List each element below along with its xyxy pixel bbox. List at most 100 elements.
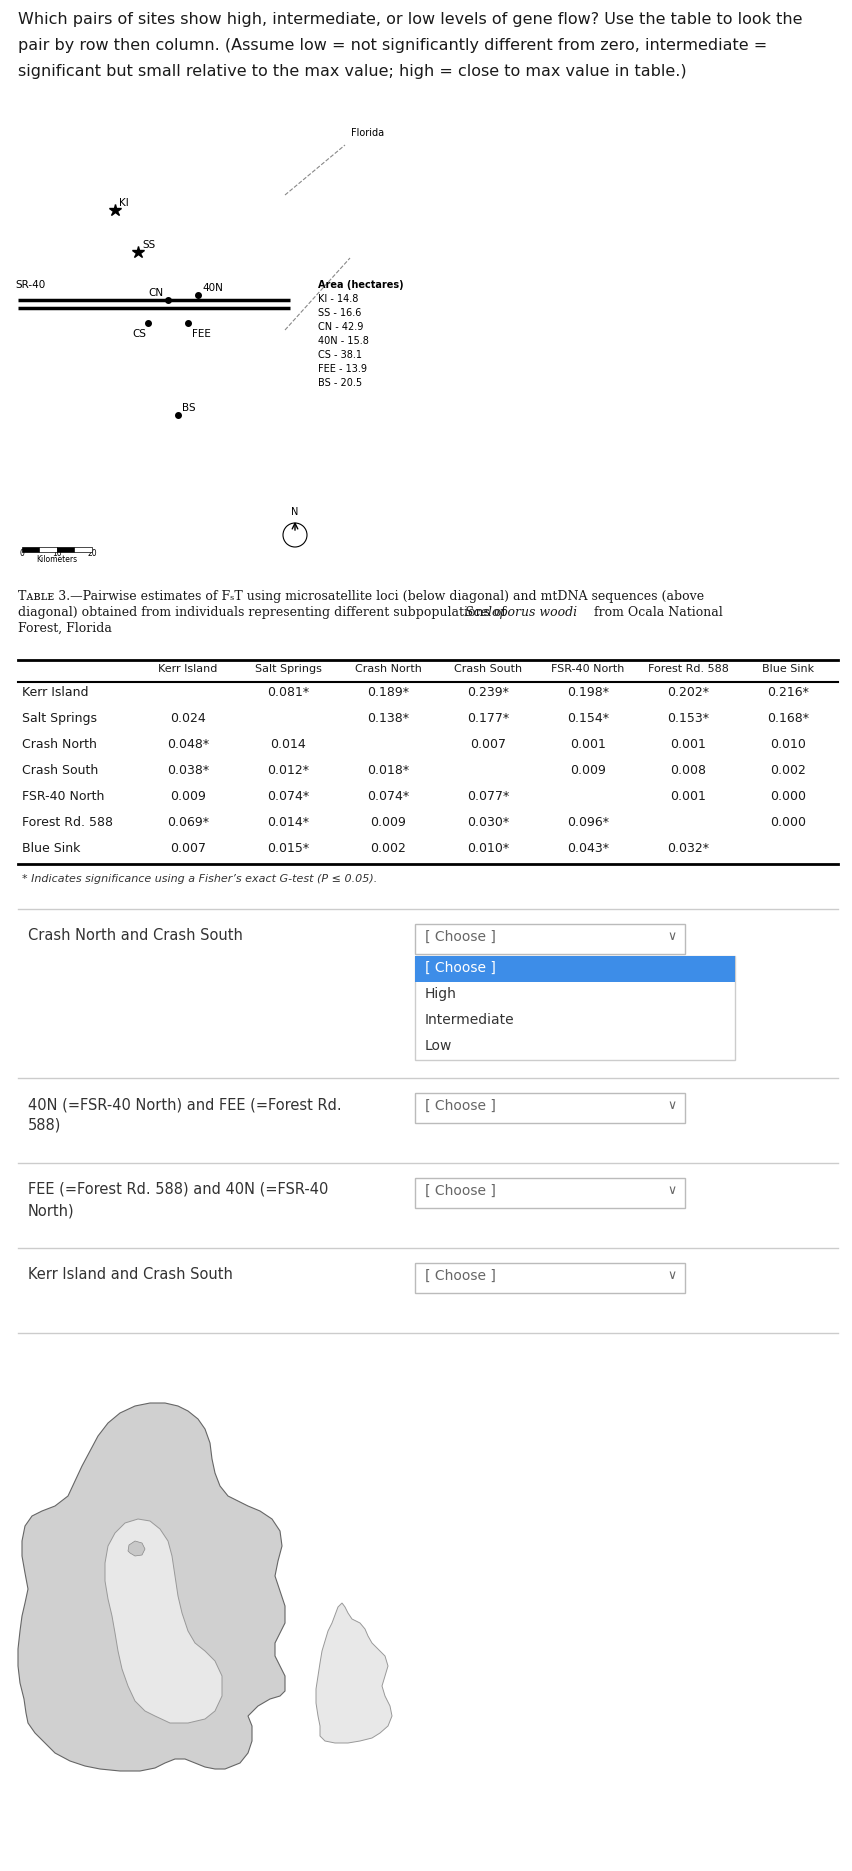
Text: Forest, Florida: Forest, Florida (18, 621, 112, 634)
Text: 0.189*: 0.189* (366, 687, 408, 700)
FancyBboxPatch shape (415, 1179, 684, 1209)
Polygon shape (315, 1603, 392, 1744)
Text: 0.001: 0.001 (670, 790, 705, 803)
Text: 0.154*: 0.154* (567, 713, 608, 724)
Text: significant but small relative to the max value; high = close to max value in ta: significant but small relative to the ma… (18, 64, 686, 79)
Text: Forest Rd. 588: Forest Rd. 588 (22, 816, 112, 829)
Polygon shape (18, 1403, 285, 1772)
FancyBboxPatch shape (415, 924, 684, 954)
Text: 0.014: 0.014 (270, 737, 306, 750)
Text: 0.168*: 0.168* (766, 713, 808, 724)
Text: [ Choose ]: [ Choose ] (424, 962, 495, 975)
Text: 0.010: 0.010 (769, 737, 805, 750)
Text: CN: CN (149, 288, 164, 297)
Text: FEE (=Forest Rd. 588) and 40N (=FSR-40
North): FEE (=Forest Rd. 588) and 40N (=FSR-40 N… (28, 1182, 328, 1218)
FancyBboxPatch shape (415, 956, 734, 982)
Text: 0.077*: 0.077* (466, 790, 509, 803)
Text: FEE: FEE (192, 329, 210, 339)
Text: Kerr Island: Kerr Island (158, 664, 217, 674)
Text: 0.000: 0.000 (769, 790, 805, 803)
Text: Crash North: Crash North (22, 737, 97, 750)
FancyBboxPatch shape (415, 1093, 684, 1123)
Text: 0.018*: 0.018* (366, 763, 409, 776)
Text: 0.074*: 0.074* (366, 790, 409, 803)
Text: 20: 20 (87, 548, 96, 558)
Text: 0.007: 0.007 (469, 737, 505, 750)
Text: 0.002: 0.002 (769, 763, 805, 776)
Text: N: N (291, 507, 298, 516)
Text: CS: CS (132, 329, 146, 339)
Polygon shape (105, 1519, 222, 1723)
Text: FSR-40 North: FSR-40 North (22, 790, 104, 803)
Text: Tᴀʙʟᴇ 3.—Pairwise estimates of FₛT using microsatellite loci (below diagonal) an: Tᴀʙʟᴇ 3.—Pairwise estimates of FₛT using… (18, 589, 703, 602)
Text: 0.009: 0.009 (170, 790, 205, 803)
Text: Sceloporus woodi: Sceloporus woodi (464, 606, 577, 619)
Text: FEE - 13.9: FEE - 13.9 (318, 365, 366, 374)
Text: 0.012*: 0.012* (267, 763, 308, 776)
Text: 0.002: 0.002 (370, 842, 406, 855)
Text: 0.069*: 0.069* (167, 816, 209, 829)
Text: CS - 38.1: CS - 38.1 (318, 350, 361, 359)
Text: * Indicates significance using a Fisher’s exact G-test (P ≤ 0.05).: * Indicates significance using a Fisher’… (22, 874, 377, 883)
Text: SR-40: SR-40 (15, 281, 45, 290)
Text: ∨: ∨ (666, 1269, 676, 1282)
Text: FSR-40 North: FSR-40 North (550, 664, 624, 674)
Text: 0.032*: 0.032* (666, 842, 708, 855)
Text: 0.239*: 0.239* (467, 687, 509, 700)
FancyBboxPatch shape (57, 546, 74, 552)
Text: Kilometers: Kilometers (37, 556, 78, 563)
Text: 40N: 40N (202, 283, 222, 294)
Text: Forest Rd. 588: Forest Rd. 588 (647, 664, 728, 674)
Text: Salt Springs: Salt Springs (254, 664, 321, 674)
Text: 0.096*: 0.096* (567, 816, 608, 829)
Text: ∨: ∨ (666, 930, 676, 943)
Text: pair by row then column. (Assume low = not significantly different from zero, in: pair by row then column. (Assume low = n… (18, 37, 766, 52)
Text: CN - 42.9: CN - 42.9 (318, 322, 363, 331)
Text: 0.074*: 0.074* (267, 790, 308, 803)
Text: Kerr Island and Crash South: Kerr Island and Crash South (28, 1267, 233, 1282)
Text: BS - 20.5: BS - 20.5 (318, 378, 362, 387)
Text: 0.008: 0.008 (669, 763, 705, 776)
Text: 0.198*: 0.198* (567, 687, 608, 700)
Text: SS - 16.6: SS - 16.6 (318, 309, 361, 318)
Text: 0.081*: 0.081* (267, 687, 308, 700)
Text: from Ocala National: from Ocala National (590, 606, 722, 619)
Text: 40N (=FSR-40 North) and FEE (=Forest Rd.
588): 40N (=FSR-40 North) and FEE (=Forest Rd.… (28, 1096, 341, 1134)
Text: Which pairs of sites show high, intermediate, or low levels of gene flow? Use th: Which pairs of sites show high, intermed… (18, 11, 802, 26)
Text: [ Choose ]: [ Choose ] (424, 1184, 495, 1197)
Text: 0.007: 0.007 (170, 842, 206, 855)
Text: 0.043*: 0.043* (567, 842, 608, 855)
Text: 0.153*: 0.153* (666, 713, 708, 724)
Text: SS: SS (141, 239, 155, 251)
Text: [ Choose ]: [ Choose ] (424, 1098, 495, 1113)
Text: 0.001: 0.001 (569, 737, 605, 750)
Text: 0.015*: 0.015* (267, 842, 308, 855)
FancyBboxPatch shape (415, 956, 734, 1061)
Text: Blue Sink: Blue Sink (22, 842, 80, 855)
Text: Crash South: Crash South (22, 763, 98, 776)
Text: 0.001: 0.001 (670, 737, 705, 750)
Text: Salt Springs: Salt Springs (22, 713, 97, 724)
Text: 0.202*: 0.202* (666, 687, 708, 700)
Text: Intermediate: Intermediate (424, 1012, 514, 1027)
Text: 0.000: 0.000 (769, 816, 805, 829)
Text: Low: Low (424, 1038, 452, 1053)
Text: 0.030*: 0.030* (466, 816, 509, 829)
Text: 0.177*: 0.177* (466, 713, 509, 724)
Text: 0.014*: 0.014* (267, 816, 308, 829)
Text: Area (hectares): Area (hectares) (318, 281, 403, 290)
FancyBboxPatch shape (415, 1263, 684, 1293)
Polygon shape (128, 1542, 145, 1557)
Text: Florida: Florida (351, 127, 384, 138)
Text: 0.138*: 0.138* (366, 713, 408, 724)
Text: ∨: ∨ (666, 1184, 676, 1197)
Text: 0: 0 (20, 548, 25, 558)
Text: KI - 14.8: KI - 14.8 (318, 294, 358, 303)
Text: [ Choose ]: [ Choose ] (424, 930, 495, 945)
Text: 0.216*: 0.216* (766, 687, 808, 700)
Text: ∨: ∨ (666, 1098, 676, 1111)
FancyBboxPatch shape (74, 546, 92, 552)
Text: Blue Sink: Blue Sink (761, 664, 813, 674)
Text: 0.048*: 0.048* (167, 737, 209, 750)
Text: [ Choose ]: [ Choose ] (424, 1269, 495, 1284)
